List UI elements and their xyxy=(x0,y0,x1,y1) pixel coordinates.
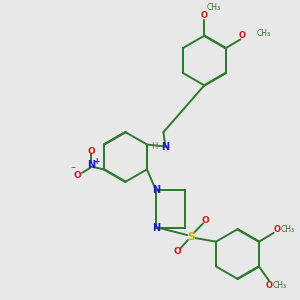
Text: +: + xyxy=(93,157,99,166)
Text: CH₃: CH₃ xyxy=(272,281,286,290)
Text: O: O xyxy=(201,11,208,20)
Text: O: O xyxy=(88,147,95,156)
Text: O: O xyxy=(266,281,273,290)
Text: O: O xyxy=(238,32,245,40)
Text: H: H xyxy=(152,142,158,151)
Text: CH₃: CH₃ xyxy=(281,226,295,235)
Text: O: O xyxy=(174,247,182,256)
Text: CH₃: CH₃ xyxy=(256,29,271,38)
Text: O: O xyxy=(274,226,280,235)
Text: N: N xyxy=(87,160,95,170)
Text: N: N xyxy=(161,142,169,152)
Text: O: O xyxy=(74,171,82,180)
Text: S: S xyxy=(187,232,195,242)
Text: ⁻: ⁻ xyxy=(70,165,75,175)
Text: N: N xyxy=(152,223,160,233)
Text: N: N xyxy=(152,185,160,195)
Text: CH₃: CH₃ xyxy=(207,4,221,13)
Text: O: O xyxy=(202,216,209,225)
